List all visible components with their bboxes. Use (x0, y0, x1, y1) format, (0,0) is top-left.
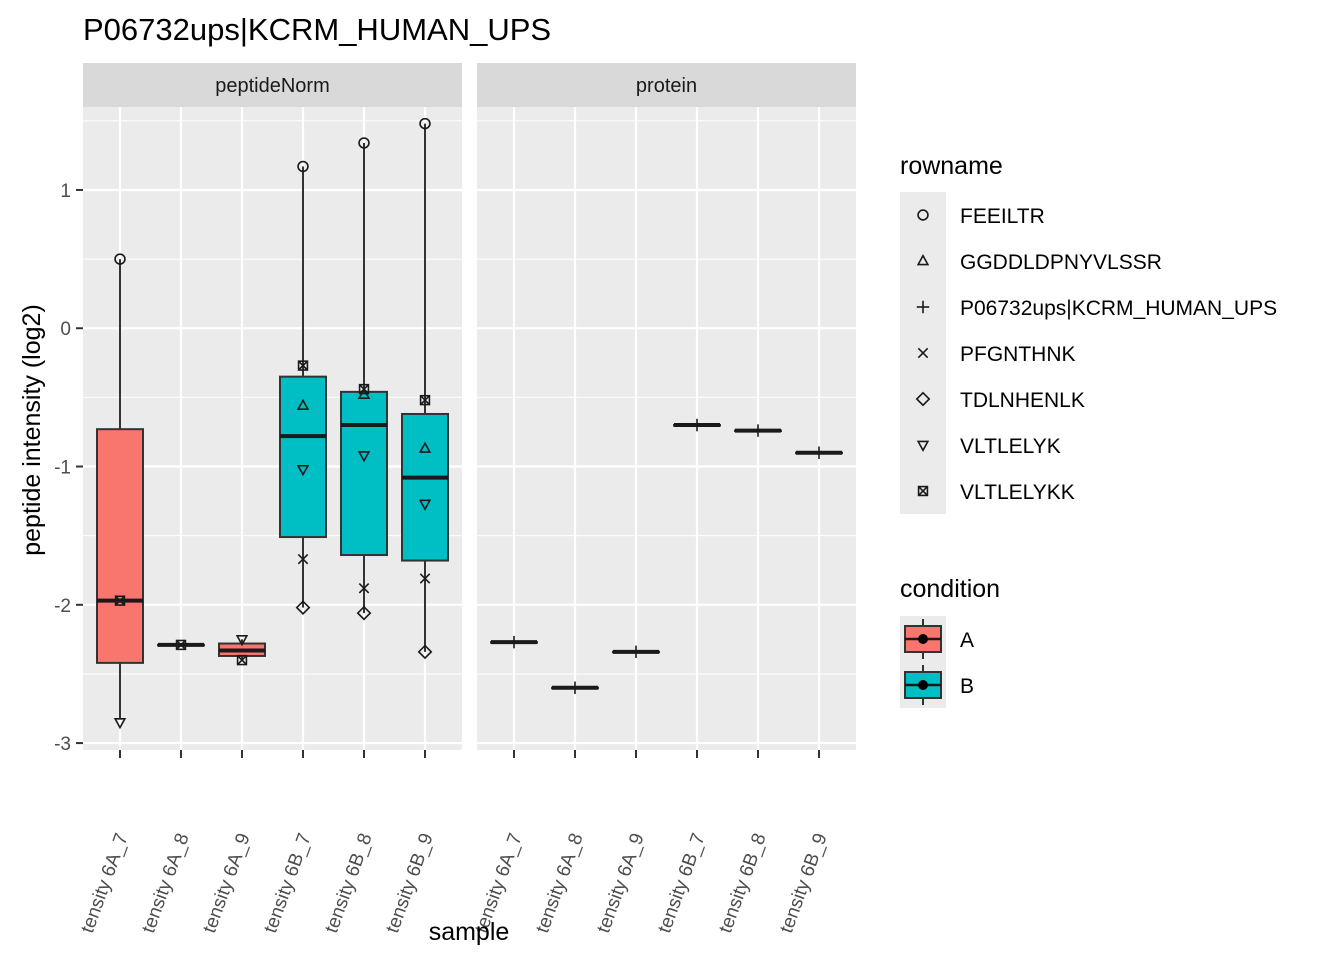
legend-condition-title: condition (900, 575, 1000, 603)
box-tensity 6B_8 (340, 142, 388, 614)
box-tensity 6A_7 (96, 259, 144, 720)
point-P06732ups|KCRM_HUMAN_UPS (568, 681, 582, 695)
point-PFGNTHNK (297, 553, 309, 565)
box-body (401, 412, 449, 562)
x-tick-label: tensity 6B_9 (776, 831, 832, 936)
facet-strip-label: protein (636, 75, 697, 97)
point-VLTLELYKK (358, 383, 370, 395)
point-P06732ups|KCRM_HUMAN_UPS (812, 446, 826, 459)
point-TDLNHENLK (295, 600, 311, 615)
box-body (279, 375, 327, 539)
legend-key-VLTLELYKK (917, 485, 929, 497)
facet-strip (83, 63, 462, 107)
point-P06732ups|KCRM_HUMAN_UPS (751, 424, 765, 437)
x-tick-label: tensity 6B_8 (715, 831, 771, 936)
legend-label: A (960, 629, 974, 652)
point-PFGNTHNK (419, 573, 431, 584)
legend-rowname: rowname FEEILTR GGDDLDPNYVLSSR P06732ups|K… (900, 152, 1277, 514)
panel-background (83, 107, 462, 750)
legend-label: FEEILTR (960, 205, 1045, 228)
legend-key-dot (918, 680, 928, 690)
point-P06732ups|KCRM_HUMAN_UPS (629, 645, 643, 659)
x-tick-label: tensity 6B_7 (260, 831, 316, 936)
y-tick-label: 1 (60, 181, 71, 202)
point-VLTLELYK (235, 635, 249, 647)
point-TDLNHENLK (356, 605, 372, 621)
point-VLTLELYKK (236, 654, 248, 666)
legend-label: PFGNTHNK (960, 343, 1076, 366)
panel-background (477, 107, 856, 750)
y-tick-label: -1 (54, 458, 71, 479)
box-body (96, 428, 144, 664)
point-FEEILTR (297, 160, 309, 173)
x-tick-label: tensity 6A_8 (532, 831, 588, 936)
point-FEEILTR (114, 253, 126, 265)
legend-condition: condition AB (900, 575, 1000, 708)
legend-label: GGDDLDPNYVLSSR (960, 251, 1162, 274)
point-VLTLELYKK (297, 360, 309, 371)
point-FEEILTR (419, 117, 431, 130)
x-tick-label: tensity 6B_8 (321, 831, 377, 936)
point-P06732ups|KCRM_HUMAN_UPS (690, 418, 704, 432)
legend-label: B (960, 675, 974, 698)
facet-strip (477, 63, 856, 107)
x-tick-label: tensity 6A_7 (77, 831, 133, 936)
legend-label: VLTLELYKK (960, 481, 1075, 504)
point-VLTLELYKK (114, 595, 126, 606)
legend-key-TDLNHENLK (915, 391, 931, 407)
facet-strip-label: peptideNorm (215, 75, 330, 97)
box-tensity 6B_7 (279, 166, 327, 608)
point-P06732ups|KCRM_HUMAN_UPS (507, 635, 521, 649)
x-tick-label: tensity 6A_9 (199, 831, 255, 936)
point-VLTLELYK (296, 464, 310, 477)
point-PFGNTHNK (358, 582, 370, 594)
box-tensity 6B_9 (401, 123, 449, 652)
point-VLTLELYK (357, 451, 371, 463)
point-GGDDLDPNYVLSSR (418, 441, 432, 453)
point-GGDDLDPNYVLSSR (296, 398, 310, 411)
point-VLTLELYK (113, 718, 127, 730)
y-tick-label: -3 (54, 734, 71, 755)
chart-title: P06732ups|KCRM_HUMAN_UPS (83, 12, 551, 47)
legend-label: VLTLELYK (960, 435, 1061, 458)
x-tick-label: tensity 6B_7 (654, 831, 710, 936)
legend-label: TDLNHENLK (960, 389, 1085, 412)
x-tick-label: tensity 6A_8 (138, 831, 194, 936)
box-body (340, 390, 388, 557)
legend-label: P06732ups|KCRM_HUMAN_UPS (960, 297, 1277, 320)
legend-key-dot (918, 634, 928, 644)
y-tick-label: 0 (60, 319, 71, 340)
point-VLTLELYKK (175, 639, 187, 651)
x-axis-title: sample (429, 918, 510, 946)
point-TDLNHENLK (417, 644, 433, 660)
point-VLTLELYKK (419, 394, 431, 406)
legend-rowname-title: rowname (900, 152, 1003, 180)
legend-key-VLTLELYK (916, 440, 930, 452)
legend-key-PFGNTHNK (917, 347, 929, 359)
point-FEEILTR (358, 137, 370, 149)
y-axis-title: peptide intensity (log2) (18, 304, 46, 556)
y-tick-label: -2 (54, 596, 71, 617)
legend-key-GGDDLDPNYVLSSR (916, 254, 930, 266)
x-tick-label: tensity 6A_9 (593, 831, 649, 936)
legend-key-P06732ups|KCRM_HUMAN_UPS (916, 300, 930, 314)
y-axis: 1 0 -1 -2 -3 (54, 181, 83, 755)
legend-key-FEEILTR (917, 209, 929, 221)
point-VLTLELYK (418, 499, 432, 511)
